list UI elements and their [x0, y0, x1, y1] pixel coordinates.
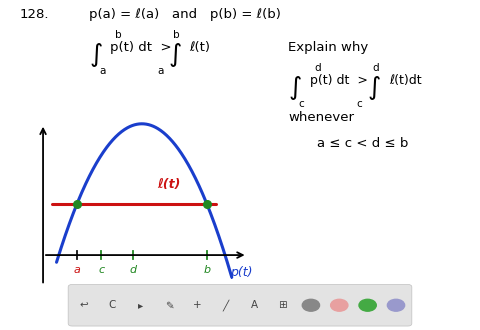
- Text: d: d: [129, 265, 136, 275]
- Circle shape: [302, 299, 320, 311]
- Circle shape: [387, 299, 405, 311]
- Text: ✎: ✎: [165, 300, 173, 310]
- Text: b: b: [115, 30, 122, 40]
- Text: a: a: [157, 66, 164, 76]
- FancyBboxPatch shape: [68, 284, 412, 326]
- Text: 128.: 128.: [19, 8, 48, 21]
- Text: a: a: [73, 265, 80, 275]
- Text: c: c: [299, 99, 304, 109]
- Text: whenever: whenever: [288, 111, 354, 123]
- Text: a ≤ c < d ≤ b: a ≤ c < d ≤ b: [317, 137, 408, 150]
- Text: b: b: [204, 265, 211, 275]
- Text: ↩: ↩: [80, 300, 88, 310]
- Text: c: c: [98, 265, 105, 275]
- Text: c: c: [357, 99, 362, 109]
- Text: $\int$: $\int$: [89, 41, 103, 69]
- Text: p(t) dt  >: p(t) dt >: [310, 74, 368, 87]
- Text: p(a) = ℓ(a)   and   p(b) = ℓ(b): p(a) = ℓ(a) and p(b) = ℓ(b): [89, 8, 281, 21]
- Text: $\int$: $\int$: [168, 41, 182, 69]
- Text: A: A: [251, 300, 258, 310]
- Text: $\int$: $\int$: [367, 74, 381, 102]
- Text: $\int$: $\int$: [288, 74, 302, 102]
- Text: ℓ(t): ℓ(t): [157, 178, 181, 191]
- Text: ℓ(t): ℓ(t): [190, 41, 211, 54]
- Circle shape: [359, 299, 376, 311]
- Text: +: +: [193, 300, 202, 310]
- Text: Explain why: Explain why: [288, 41, 368, 54]
- Text: ▸: ▸: [138, 300, 144, 310]
- Text: d: d: [314, 63, 321, 73]
- Text: ╱: ╱: [223, 299, 229, 311]
- Text: C: C: [108, 300, 116, 310]
- Text: a: a: [99, 66, 106, 76]
- Text: p(t): p(t): [230, 266, 253, 279]
- Text: ℓ(t)dt: ℓ(t)dt: [389, 74, 421, 87]
- Text: b: b: [173, 30, 180, 40]
- Text: ⊞: ⊞: [278, 300, 287, 310]
- Circle shape: [331, 299, 348, 311]
- Text: d: d: [372, 63, 379, 73]
- Text: p(t) dt  >: p(t) dt >: [110, 41, 172, 54]
